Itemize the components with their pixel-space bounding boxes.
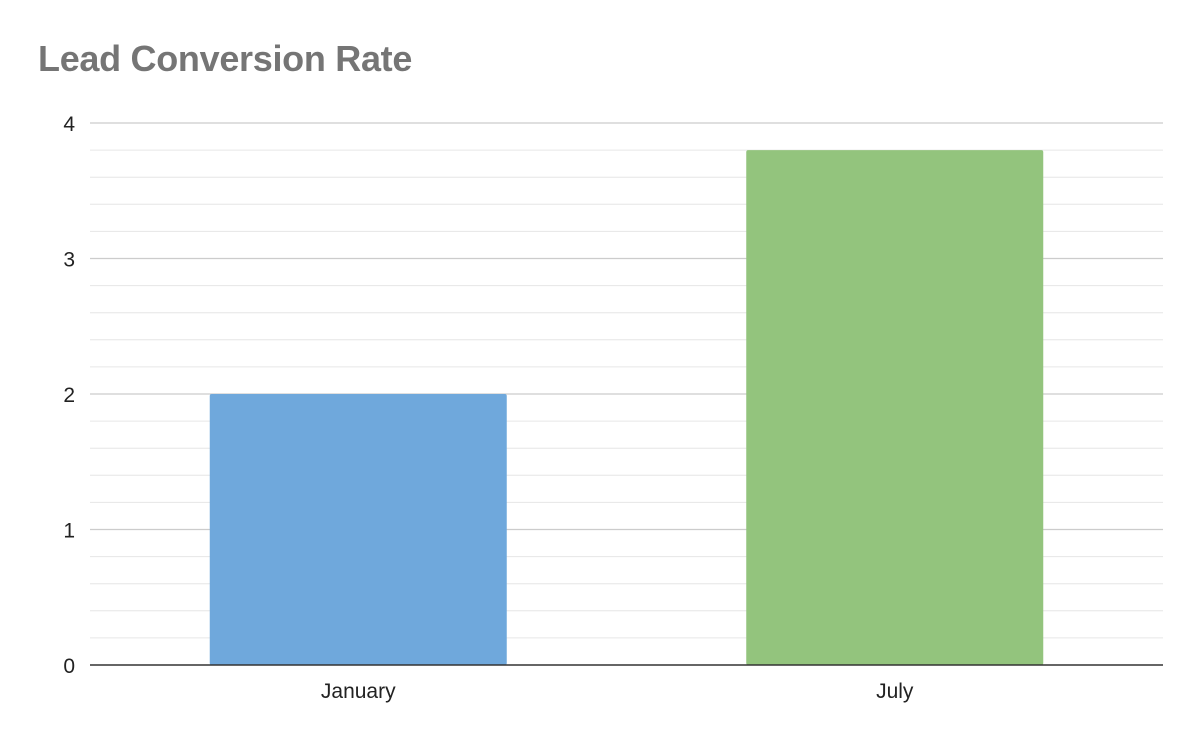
x-tick-label: July — [876, 680, 914, 703]
y-axis-ticks: 0 1 2 3 4 — [63, 113, 75, 678]
bar-july — [746, 150, 1044, 666]
bar-january — [209, 394, 507, 665]
y-tick-label: 2 — [63, 384, 75, 407]
y-tick-label: 1 — [63, 520, 75, 543]
x-tick-label: January — [321, 680, 396, 703]
y-tick-label: 3 — [63, 249, 75, 272]
bars-group — [209, 150, 1044, 666]
y-tick-label: 4 — [63, 113, 75, 136]
x-axis-ticks: January July — [321, 680, 914, 703]
chart-title: Lead Conversion Rate — [38, 38, 413, 79]
y-tick-label: 0 — [63, 655, 75, 678]
